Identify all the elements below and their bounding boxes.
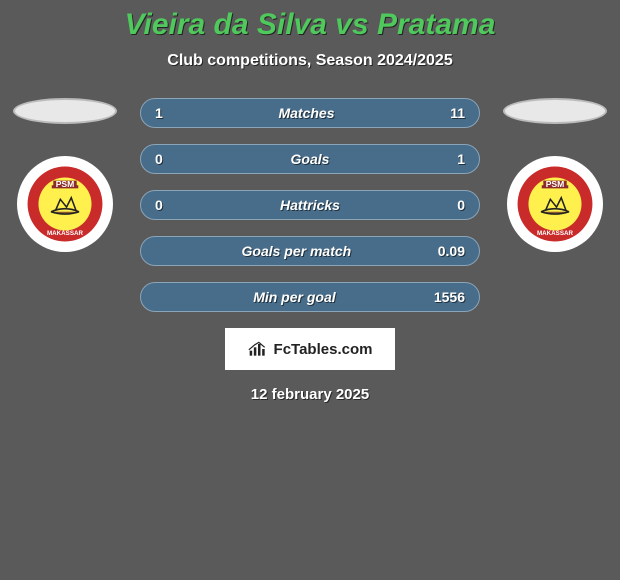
stat-label: Hattricks — [163, 197, 457, 213]
stat-left-value: 1 — [155, 105, 163, 121]
club-badge-left: PSM MAKASSAR — [17, 156, 113, 252]
stat-left-value: 0 — [155, 151, 163, 167]
svg-text:MAKASSAR: MAKASSAR — [537, 230, 574, 237]
snapshot-date: 12 february 2025 — [251, 386, 369, 403]
stat-right-value: 0.09 — [438, 243, 465, 259]
bar-chart-icon — [248, 340, 268, 358]
player-photo-right — [503, 98, 607, 124]
stat-row-min-per-goal: Min per goal 1556 — [140, 282, 480, 312]
svg-text:MAKASSAR: MAKASSAR — [47, 230, 84, 237]
right-player-column: PSM MAKASSAR — [500, 98, 610, 252]
brand-text: FcTables.com — [274, 341, 373, 358]
page-title: Vieira da Silva vs Pratama — [125, 8, 496, 42]
stats-column: 1 Matches 11 0 Goals 1 0 Hattricks 0 Goa… — [140, 98, 480, 312]
stat-label: Matches — [163, 105, 450, 121]
brand-attribution[interactable]: FcTables.com — [225, 328, 395, 370]
psm-badge-icon: PSM MAKASSAR — [516, 165, 594, 243]
stat-row-hattricks: 0 Hattricks 0 — [140, 190, 480, 220]
svg-text:PSM: PSM — [56, 179, 75, 189]
stat-label: Goals per match — [155, 243, 438, 259]
stat-right-value: 11 — [450, 105, 465, 121]
stat-left-value: 0 — [155, 197, 163, 213]
page-subtitle: Club competitions, Season 2024/2025 — [167, 52, 452, 70]
stat-right-value: 1 — [457, 151, 465, 167]
stat-right-value: 1556 — [434, 289, 465, 305]
stat-row-goals: 0 Goals 1 — [140, 144, 480, 174]
stat-label: Min per goal — [155, 289, 434, 305]
left-player-column: PSM MAKASSAR — [10, 98, 120, 252]
stat-label: Goals — [163, 151, 457, 167]
club-badge-right: PSM MAKASSAR — [507, 156, 603, 252]
comparison-row: PSM MAKASSAR 1 Matches 11 0 Goals 1 0 Ha… — [0, 98, 620, 312]
stat-right-value: 0 — [457, 197, 465, 213]
player-photo-left — [13, 98, 117, 124]
stat-row-matches: 1 Matches 11 — [140, 98, 480, 128]
psm-badge-icon: PSM MAKASSAR — [26, 165, 104, 243]
svg-text:PSM: PSM — [546, 179, 565, 189]
stat-row-goals-per-match: Goals per match 0.09 — [140, 236, 480, 266]
